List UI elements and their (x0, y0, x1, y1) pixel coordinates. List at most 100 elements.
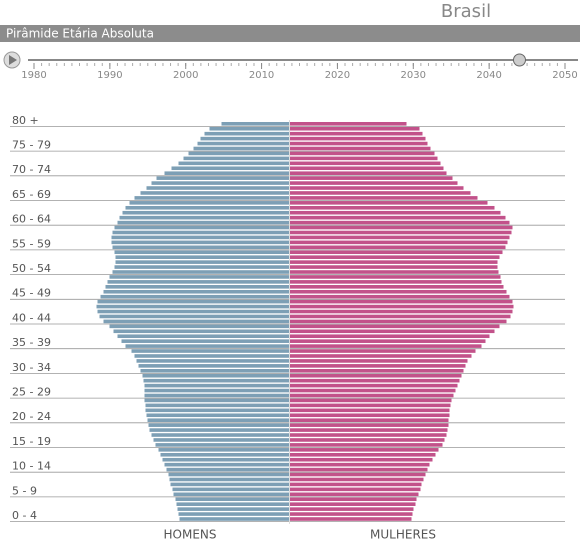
male-bar (96, 304, 290, 309)
male-bar (200, 136, 290, 141)
slider-tick-label: 2030 (401, 70, 426, 81)
male-bar (117, 220, 290, 225)
male-bar (145, 403, 290, 408)
male-bar (146, 413, 290, 418)
female-bar (289, 457, 433, 462)
female-bar (289, 166, 444, 171)
male-bar (114, 265, 290, 269)
female-bar (289, 418, 449, 422)
female-bar (289, 408, 450, 413)
female-bar (289, 240, 508, 245)
female-bar (289, 452, 436, 457)
male-bar (177, 507, 290, 511)
female-bar (289, 201, 488, 205)
age-label: 45 - 49 (12, 287, 51, 300)
female-bar (289, 161, 441, 166)
female-bar (289, 339, 486, 343)
male-bar (146, 186, 290, 190)
female-bar (289, 186, 464, 190)
male-bar (166, 467, 290, 472)
slider-thumb[interactable] (512, 53, 526, 67)
play-button[interactable] (3, 51, 21, 69)
male-bar (172, 487, 290, 492)
female-bar (289, 151, 435, 156)
male-bar (111, 235, 290, 240)
female-bar (289, 191, 471, 195)
male-bar (175, 497, 290, 502)
country: Brasil (441, 1, 491, 22)
female-bar (289, 314, 511, 319)
age-label: 75 - 79 (12, 139, 51, 152)
female-bar (289, 171, 447, 175)
female-bar (289, 181, 458, 185)
slider-tick-label: 2020 (325, 70, 350, 81)
male-bar (164, 171, 290, 175)
male-bar (178, 161, 290, 166)
female-bar (289, 176, 453, 180)
age-label: 70 - 74 (12, 163, 51, 176)
male-bar (97, 309, 290, 314)
female-bar (289, 146, 431, 151)
female-bar (289, 280, 502, 284)
male-bar (140, 191, 290, 195)
male-bar (111, 240, 290, 245)
female-bar (289, 304, 514, 309)
male-bar (148, 423, 290, 427)
male-bar (197, 141, 290, 146)
male-bar (119, 215, 290, 220)
female-bar (289, 294, 510, 299)
age-label: 30 - 34 (12, 361, 51, 374)
slider-tick-label: 2050 (552, 70, 577, 81)
male-bar (115, 260, 290, 264)
slider-tick-label: 1990 (97, 70, 122, 81)
male-bar (134, 196, 290, 200)
male-bar (115, 255, 290, 259)
female-bar (289, 250, 503, 255)
female-bar (289, 205, 495, 210)
age-label: 5 - 9 (12, 484, 37, 497)
female-bar (289, 433, 447, 437)
slider-tick-label: 2010 (249, 70, 274, 81)
male-bar (113, 329, 290, 334)
male-bar (99, 314, 290, 319)
female-bar (289, 141, 428, 146)
male-bar (170, 482, 290, 487)
female-bar (289, 359, 468, 363)
female-bar (289, 245, 506, 250)
male-bar (151, 181, 290, 185)
slider-tick-label: 1980 (21, 70, 46, 81)
female-bar (289, 131, 423, 136)
male-bar (168, 472, 290, 477)
male-bar (144, 398, 290, 403)
male-bar (103, 319, 290, 324)
title-bar (0, 25, 580, 42)
female-bar (289, 215, 506, 220)
female-bar (289, 126, 420, 131)
female-bar (289, 413, 450, 418)
male-bar (151, 433, 290, 437)
male-bar (193, 146, 290, 151)
age-label: 25 - 29 (12, 386, 51, 399)
female-bar (289, 369, 464, 373)
female-bar (289, 388, 456, 393)
age-label: 55 - 59 (12, 237, 51, 250)
female-bar (289, 443, 443, 447)
male-bar (109, 275, 290, 279)
age-label: 15 - 19 (12, 435, 51, 448)
female-bar (289, 270, 499, 274)
female-bar (289, 225, 513, 230)
male-bar (209, 126, 290, 131)
male-bar (140, 369, 290, 373)
male-bar (125, 344, 290, 348)
female-bar (289, 196, 478, 200)
male-bar (114, 225, 290, 230)
female-bar (289, 512, 413, 516)
female-bar (289, 507, 414, 511)
female-bar (289, 472, 426, 477)
male-bar (144, 383, 290, 388)
male-bar (162, 457, 290, 462)
male-bar (107, 280, 290, 284)
female-bar (289, 285, 504, 289)
male-bar (97, 299, 290, 304)
